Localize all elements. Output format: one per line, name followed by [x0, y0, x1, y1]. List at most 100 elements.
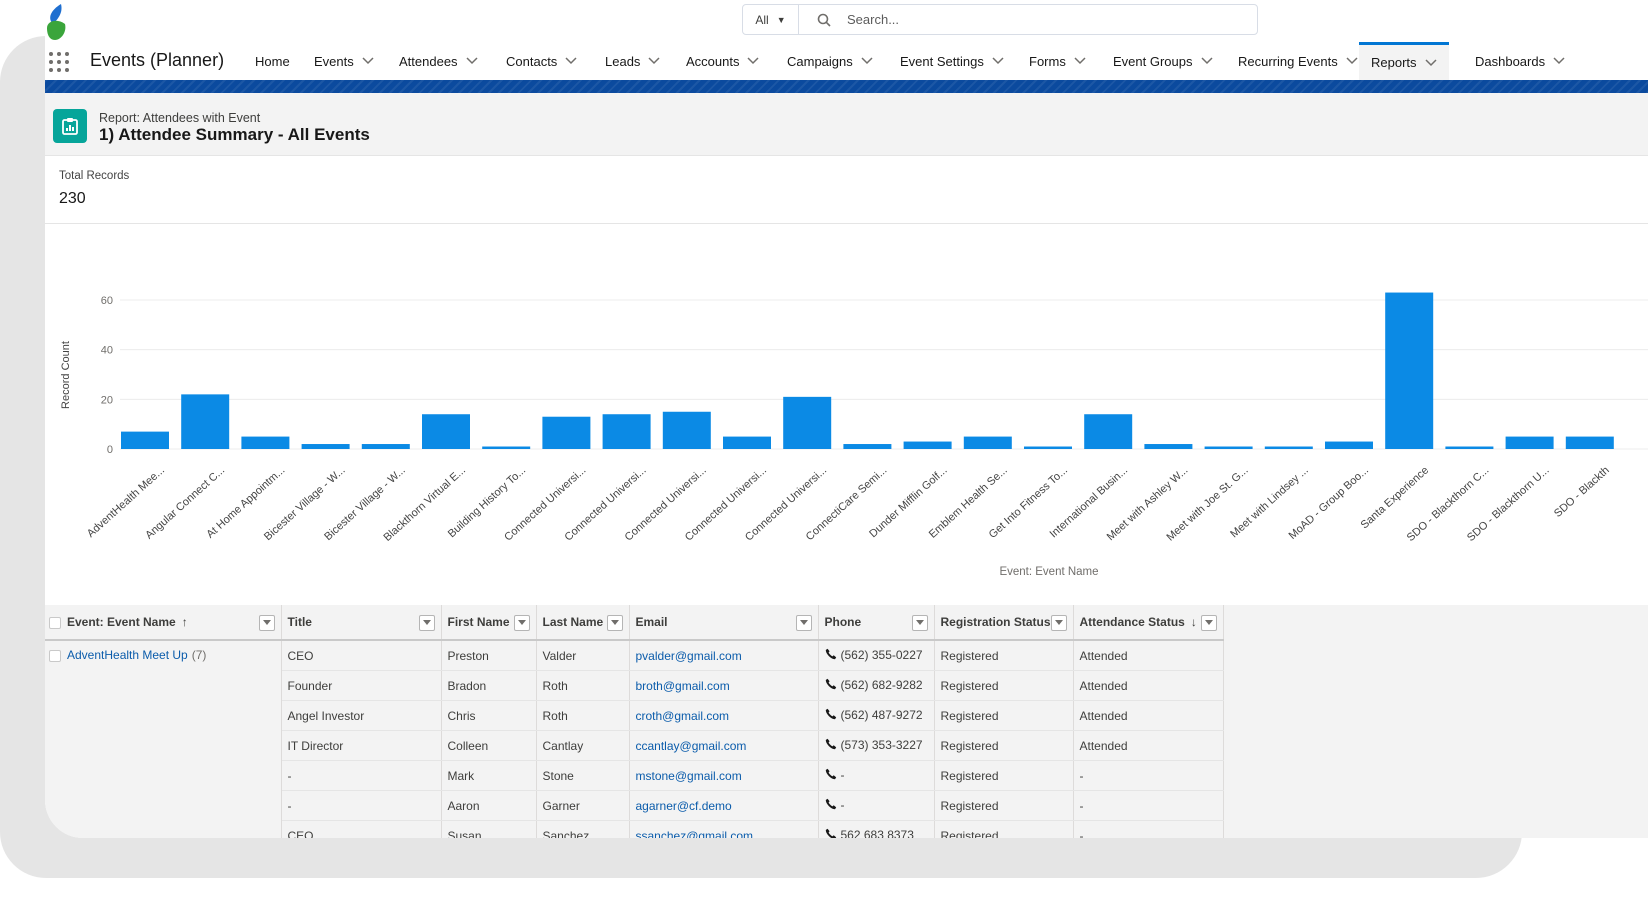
chevron-down-icon[interactable]: [1425, 58, 1437, 67]
chevron-down-icon[interactable]: [565, 57, 577, 65]
chevron-down-icon[interactable]: [1074, 57, 1086, 65]
search-scope-label: All: [755, 12, 769, 27]
email-link[interactable]: croth@gmail.com: [629, 700, 819, 731]
column-menu-icon[interactable]: [1050, 615, 1067, 631]
tab-event-settings[interactable]: Event Settings: [900, 42, 1004, 80]
table-row[interactable]: Angel Investor Chris Roth croth@gmail.com (5…: [45, 700, 1224, 731]
column-menu-icon[interactable]: [911, 615, 928, 631]
phone-icon[interactable]: [825, 708, 837, 723]
tab-label: Home: [255, 53, 290, 69]
table-row[interactable]: CEO Susan Sanchez ssanchez@gmail.com 562 683…: [45, 820, 1224, 838]
phone-icon[interactable]: [825, 738, 837, 753]
email-link[interactable]: broth@gmail.com: [629, 670, 819, 701]
tab-home[interactable]: Home: [255, 42, 290, 80]
phone-cell[interactable]: (562) 487-9272: [818, 700, 935, 731]
chevron-down-icon[interactable]: [992, 57, 1004, 65]
phone-icon[interactable]: [825, 678, 837, 693]
last-name-cell: Sanchez: [536, 820, 630, 838]
tab-recurring-events[interactable]: Recurring Events: [1238, 42, 1358, 80]
email-link[interactable]: ssanchez@gmail.com: [629, 820, 819, 838]
phone-icon[interactable]: [825, 648, 837, 663]
app-launcher-icon[interactable]: [49, 52, 69, 72]
title-cell: IT Director: [281, 730, 442, 761]
first-name-cell-text: Aaron: [447, 798, 480, 813]
attendance-status-cell-text: Attended: [1079, 678, 1128, 693]
group-count: (7): [191, 648, 207, 662]
column-header[interactable]: First Name: [441, 605, 537, 641]
column-menu-icon[interactable]: [795, 615, 812, 631]
phone-cell[interactable]: -: [818, 760, 935, 791]
tab-accounts[interactable]: Accounts: [686, 42, 760, 80]
chevron-down-icon[interactable]: [861, 57, 873, 65]
email-link-text: pvalder@gmail.com: [635, 648, 742, 663]
phone-cell[interactable]: (562) 682-9282: [818, 670, 935, 701]
column-menu-icon[interactable]: [513, 615, 530, 631]
tab-attendees[interactable]: Attendees: [399, 42, 478, 80]
column-menu-icon[interactable]: [418, 615, 435, 631]
chevron-down-icon[interactable]: [648, 57, 660, 65]
chevron-down-icon[interactable]: [362, 57, 374, 65]
table-row[interactable]: - Mark Stone mstone@gmail.com - Registered -: [45, 760, 1224, 791]
tab-label: Dashboards: [1475, 53, 1546, 69]
title-cell-text: Angel Investor: [287, 708, 365, 723]
phone-cell[interactable]: -: [818, 790, 935, 821]
tab-forms[interactable]: Forms: [1029, 42, 1086, 80]
column-header-label: Last Name: [542, 615, 604, 629]
chevron-down-icon[interactable]: [466, 57, 478, 65]
sort-arrow-icon[interactable]: ↑: [181, 615, 188, 629]
column-menu-icon[interactable]: [258, 615, 275, 631]
column-header[interactable]: Attendance Status ↓: [1073, 605, 1224, 641]
chevron-down-icon[interactable]: [1346, 57, 1358, 65]
phone-icon[interactable]: [825, 768, 837, 783]
phone-cell[interactable]: (573) 353-3227: [818, 730, 935, 761]
event-name-link[interactable]: AdventHealth Meet Up: [67, 648, 188, 662]
email-link[interactable]: agarner@cf.demo: [629, 790, 819, 821]
email-link-text: ccantlay@gmail.com: [635, 738, 747, 753]
tab-dashboards[interactable]: Dashboards: [1475, 42, 1565, 80]
select-all-checkbox[interactable]: [49, 616, 61, 629]
sort-arrow-icon[interactable]: ↓: [1190, 615, 1197, 629]
attendance-status-cell-text: -: [1079, 798, 1084, 813]
group-checkbox[interactable]: [49, 649, 61, 662]
column-header[interactable]: Registration Status: [934, 605, 1074, 641]
attendance-status-cell: Attended: [1073, 700, 1224, 731]
chevron-down-icon[interactable]: [1553, 57, 1565, 65]
chevron-down-icon[interactable]: [1200, 57, 1213, 65]
email-link[interactable]: pvalder@gmail.com: [629, 640, 819, 671]
phone-icon[interactable]: [825, 798, 837, 813]
tab-events[interactable]: Events: [314, 42, 374, 80]
column-menu-icon[interactable]: [606, 615, 623, 631]
tab-reports[interactable]: Reports: [1359, 42, 1449, 80]
tab-contacts[interactable]: Contacts: [506, 42, 577, 80]
chevron-down-icon[interactable]: [747, 57, 760, 65]
table-row[interactable]: - Aaron Garner agarner@cf.demo - Registered -: [45, 790, 1224, 821]
app-logo: [47, 4, 66, 40]
table-row[interactable]: Founder Bradon Roth broth@gmail.com (562) 68…: [45, 670, 1224, 701]
phone-cell-text: (562) 487-9272: [840, 707, 923, 722]
chart-bar: [1505, 436, 1554, 449]
search-input[interactable]: [845, 11, 1229, 28]
phone-icon[interactable]: [825, 828, 837, 838]
email-link[interactable]: mstone@gmail.com: [629, 760, 819, 791]
column-header[interactable]: Phone: [818, 605, 935, 641]
tab-leads[interactable]: Leads: [605, 42, 660, 80]
column-header[interactable]: Title: [281, 605, 442, 641]
tab-event-groups[interactable]: Event Groups: [1113, 42, 1213, 80]
tab-campaigns[interactable]: Campaigns: [787, 42, 873, 80]
table-row[interactable]: AdventHealth Meet Up (7) CEO Preston Valder p…: [45, 640, 1224, 838]
email-link[interactable]: ccantlay@gmail.com: [629, 730, 819, 761]
title-cell: Founder: [281, 670, 442, 701]
report-type: Report: Attendees with Event: [99, 111, 261, 125]
phone-cell[interactable]: 562 683 8373: [818, 820, 935, 838]
phone-cell[interactable]: (562) 355-0227: [818, 640, 935, 671]
column-header[interactable]: Last Name: [536, 605, 630, 641]
column-header[interactable]: Event: Event Name ↑: [45, 605, 282, 641]
first-name-cell: Aaron: [441, 790, 537, 821]
title-cell-text: Founder: [287, 678, 333, 693]
column-header[interactable]: Email: [629, 605, 819, 641]
last-name-cell-text: Roth: [542, 708, 568, 723]
search-scope-dropdown[interactable]: All ▼: [743, 5, 799, 34]
column-menu-icon[interactable]: [1200, 615, 1217, 631]
table-row[interactable]: IT Director Colleen Cantlay ccantlay@gmail.…: [45, 730, 1224, 761]
tab-label: Leads: [605, 53, 641, 69]
